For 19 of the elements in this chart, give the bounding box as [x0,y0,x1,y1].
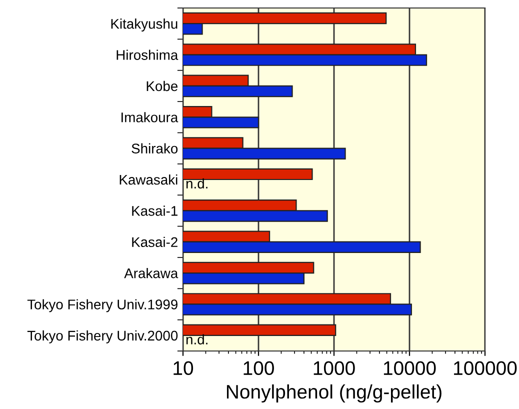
y-tick-label: Kitakyushu [111,18,178,32]
y-tick-label: Hiroshima [116,50,178,60]
y-tick-label: Tokyo Fishery Univ.1999 [27,299,178,312]
x-axis-title: Nonylphenol (ng/g-pellet) [226,384,442,403]
x-tick-label: 100 [244,361,274,376]
y-tick-label: Kobe [146,80,178,92]
x-tick-label: 10 [174,361,194,376]
y-tick-label: Tokyo Fishery Univ.2000 [27,330,178,344]
y-tick-label: Shirako [132,143,178,154]
y-tick-label: Arakawa [124,268,178,278]
x-tick-label: 10000 [384,361,436,376]
y-tick-label: Imakoura [122,112,178,122]
x-tick-label: 1000 [314,361,355,376]
y-tick-label: Kasai-2 [132,236,178,248]
x-tick-label: 100000 [454,361,517,376]
annotation: n.d. [186,334,208,344]
annotation: n.d. [186,178,208,189]
y-tick-label: Kasai-1 [132,206,178,216]
y-tick-label: Kawasaki [120,174,178,185]
